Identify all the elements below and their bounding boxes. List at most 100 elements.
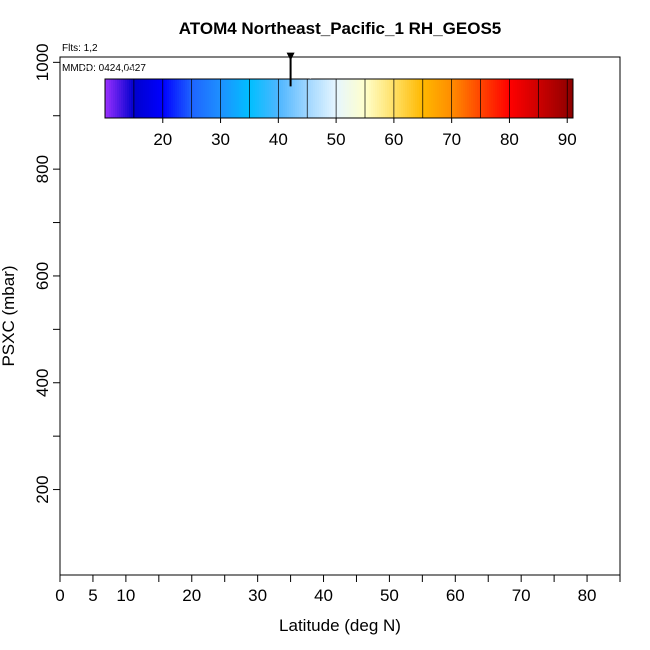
observation-point — [82, 310, 91, 320]
colorbar-swatch — [487, 79, 490, 118]
colorbar-swatch — [367, 79, 370, 118]
x-tick-label: 5 — [88, 586, 97, 605]
colorbar-tick-label: 90 — [558, 130, 577, 149]
colorbar-swatch — [539, 79, 542, 118]
mmdd-label: MMDD: 0424,0427 — [62, 63, 146, 74]
colorbar-swatch — [127, 79, 130, 118]
colorbar-swatch — [271, 79, 274, 118]
colorbar-swatch — [319, 79, 322, 118]
colorbar-swatch — [257, 79, 260, 118]
colorbar-swatch — [513, 79, 516, 118]
observation-point — [214, 59, 223, 69]
colorbar-swatch — [345, 79, 348, 118]
colorbar-swatch — [215, 79, 218, 118]
colorbar-swatch — [493, 79, 496, 118]
colorbar-swatch — [223, 79, 226, 118]
observation-markers — [82, 52, 322, 497]
x-tick-label: 40 — [314, 586, 333, 605]
colorbar-swatch — [545, 79, 548, 118]
colorbar-swatch — [239, 79, 242, 118]
colorbar-swatch — [553, 79, 556, 118]
colorbar-swatch — [221, 79, 224, 118]
observation-point — [206, 304, 215, 314]
observation-point — [134, 315, 144, 324]
colorbar-swatch — [301, 79, 304, 118]
colorbar-swatch — [533, 79, 536, 118]
observation-point — [306, 70, 315, 79]
colorbar-frame — [104, 78, 574, 119]
colorbar-swatch — [259, 79, 262, 118]
observation-point — [302, 414, 312, 424]
colorbar-swatch — [357, 79, 360, 118]
colorbar-swatch — [485, 79, 488, 118]
observation-point — [90, 465, 99, 474]
plot-axes: 0 5 10 20 30 40 50 60 70 80 200 400 600 800 1000 — [33, 43, 621, 605]
x-tick-label: 20 — [182, 586, 201, 605]
observation-point — [105, 464, 114, 473]
colorbar-swatch — [557, 79, 560, 118]
colorbar-swatch — [163, 79, 166, 118]
colorbar-swatch — [181, 79, 184, 118]
colorbar-swatch — [149, 79, 152, 118]
colorbar-swatch — [459, 79, 462, 118]
colorbar-swatch — [111, 79, 114, 118]
observation-point — [227, 328, 236, 338]
colorbar-swatch — [387, 79, 390, 118]
colorbar-swatch — [389, 79, 392, 118]
observation-point — [92, 320, 101, 330]
x-tick-label: 60 — [446, 586, 465, 605]
colorbar-swatch — [197, 79, 200, 118]
observation-point — [167, 65, 177, 74]
colorbar-swatch — [269, 79, 272, 118]
x-tick-label: 0 — [55, 586, 64, 605]
colorbar-swatch — [399, 79, 402, 118]
colorbar-swatch — [303, 79, 306, 118]
colorbar-swatch — [157, 79, 160, 118]
colorbar-swatch — [139, 79, 142, 118]
colorbar-swatch — [315, 79, 318, 118]
observation-point — [289, 395, 298, 404]
colorbar-swatch — [407, 79, 410, 118]
colorbar-swatch — [353, 79, 356, 118]
observation-point — [309, 317, 318, 326]
colorbar-swatch — [405, 79, 408, 118]
observation-point — [312, 414, 322, 424]
colorbar-swatch — [439, 79, 442, 118]
colorbar-swatch — [225, 79, 228, 118]
colorbar-swatch — [297, 79, 300, 118]
colorbar-swatch — [551, 79, 554, 118]
colorbar-swatch — [531, 79, 534, 118]
x-tick-label: 50 — [380, 586, 399, 605]
colorbar-swatch — [263, 79, 266, 118]
colorbar-swatch — [279, 79, 282, 118]
colorbar-swatch — [313, 79, 316, 118]
colorbar-swatch — [341, 79, 344, 118]
colorbar-swatch — [213, 79, 216, 118]
colorbar-swatch — [427, 79, 430, 118]
colorbar-swatch — [151, 79, 154, 118]
colorbar-swatch — [107, 79, 110, 118]
colorbar-swatch — [295, 79, 298, 118]
colorbar-swatch — [195, 79, 198, 118]
colorbar-swatch — [311, 79, 314, 118]
observation-point — [240, 430, 249, 440]
colorbar-swatch — [457, 79, 460, 118]
colorbar-swatch — [289, 79, 292, 118]
colorbar-swatch — [161, 79, 164, 118]
colorbar-swatch — [347, 79, 350, 118]
observation-point — [237, 488, 246, 497]
colorbar-swatch — [145, 79, 148, 118]
colorbar-swatch — [461, 79, 464, 118]
colorbar-swatch — [135, 79, 138, 118]
colorbar-swatch — [381, 79, 384, 118]
colorbar-swatch — [501, 79, 504, 118]
observation-point — [164, 315, 173, 324]
colorbar-swatch — [187, 79, 190, 118]
colorbar-swatch — [479, 79, 482, 118]
colorbar-swatch — [561, 79, 564, 118]
y-axis-label: PSXC (mbar) — [0, 265, 18, 366]
colorbar-swatch — [383, 79, 386, 118]
observation-point — [306, 278, 315, 287]
colorbar-swatch — [249, 79, 252, 118]
colorbar-swatch — [481, 79, 484, 118]
